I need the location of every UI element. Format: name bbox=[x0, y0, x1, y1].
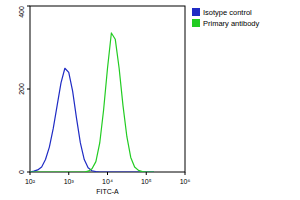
x-tick bbox=[68, 172, 69, 175]
x-tick-label: 10⁶ bbox=[180, 178, 191, 185]
y-tick bbox=[27, 172, 30, 173]
y-tick bbox=[27, 89, 30, 90]
x-tick-label: 10⁴ bbox=[102, 178, 113, 185]
histogram-line bbox=[30, 68, 154, 172]
plot-frame bbox=[30, 6, 185, 172]
x-tick bbox=[107, 172, 108, 175]
x-tick bbox=[185, 172, 186, 175]
chart: 10² 10³ 10⁴ 10⁵ 10⁶ 0 200 400 FITC-A Isotype cont… bbox=[0, 0, 300, 200]
y-tick-label: 200 bbox=[18, 83, 25, 95]
x-axis-label: FITC-A bbox=[96, 188, 119, 195]
x-tick bbox=[146, 172, 147, 175]
histogram-line bbox=[30, 33, 154, 172]
x-tick-label: 10³ bbox=[64, 178, 75, 185]
plot-area bbox=[30, 33, 154, 172]
legend-label: Primary antibody bbox=[203, 19, 260, 28]
legend-swatch bbox=[192, 8, 200, 16]
legend-label: Isotype control bbox=[203, 8, 252, 17]
y-tick bbox=[27, 6, 30, 7]
x-tick-label: 10⁵ bbox=[141, 178, 152, 185]
y-tick-label: 0 bbox=[18, 170, 25, 174]
legend-swatch bbox=[192, 19, 200, 27]
x-tick-label: 10² bbox=[25, 178, 36, 185]
y-tick-label: 400 bbox=[18, 6, 25, 18]
